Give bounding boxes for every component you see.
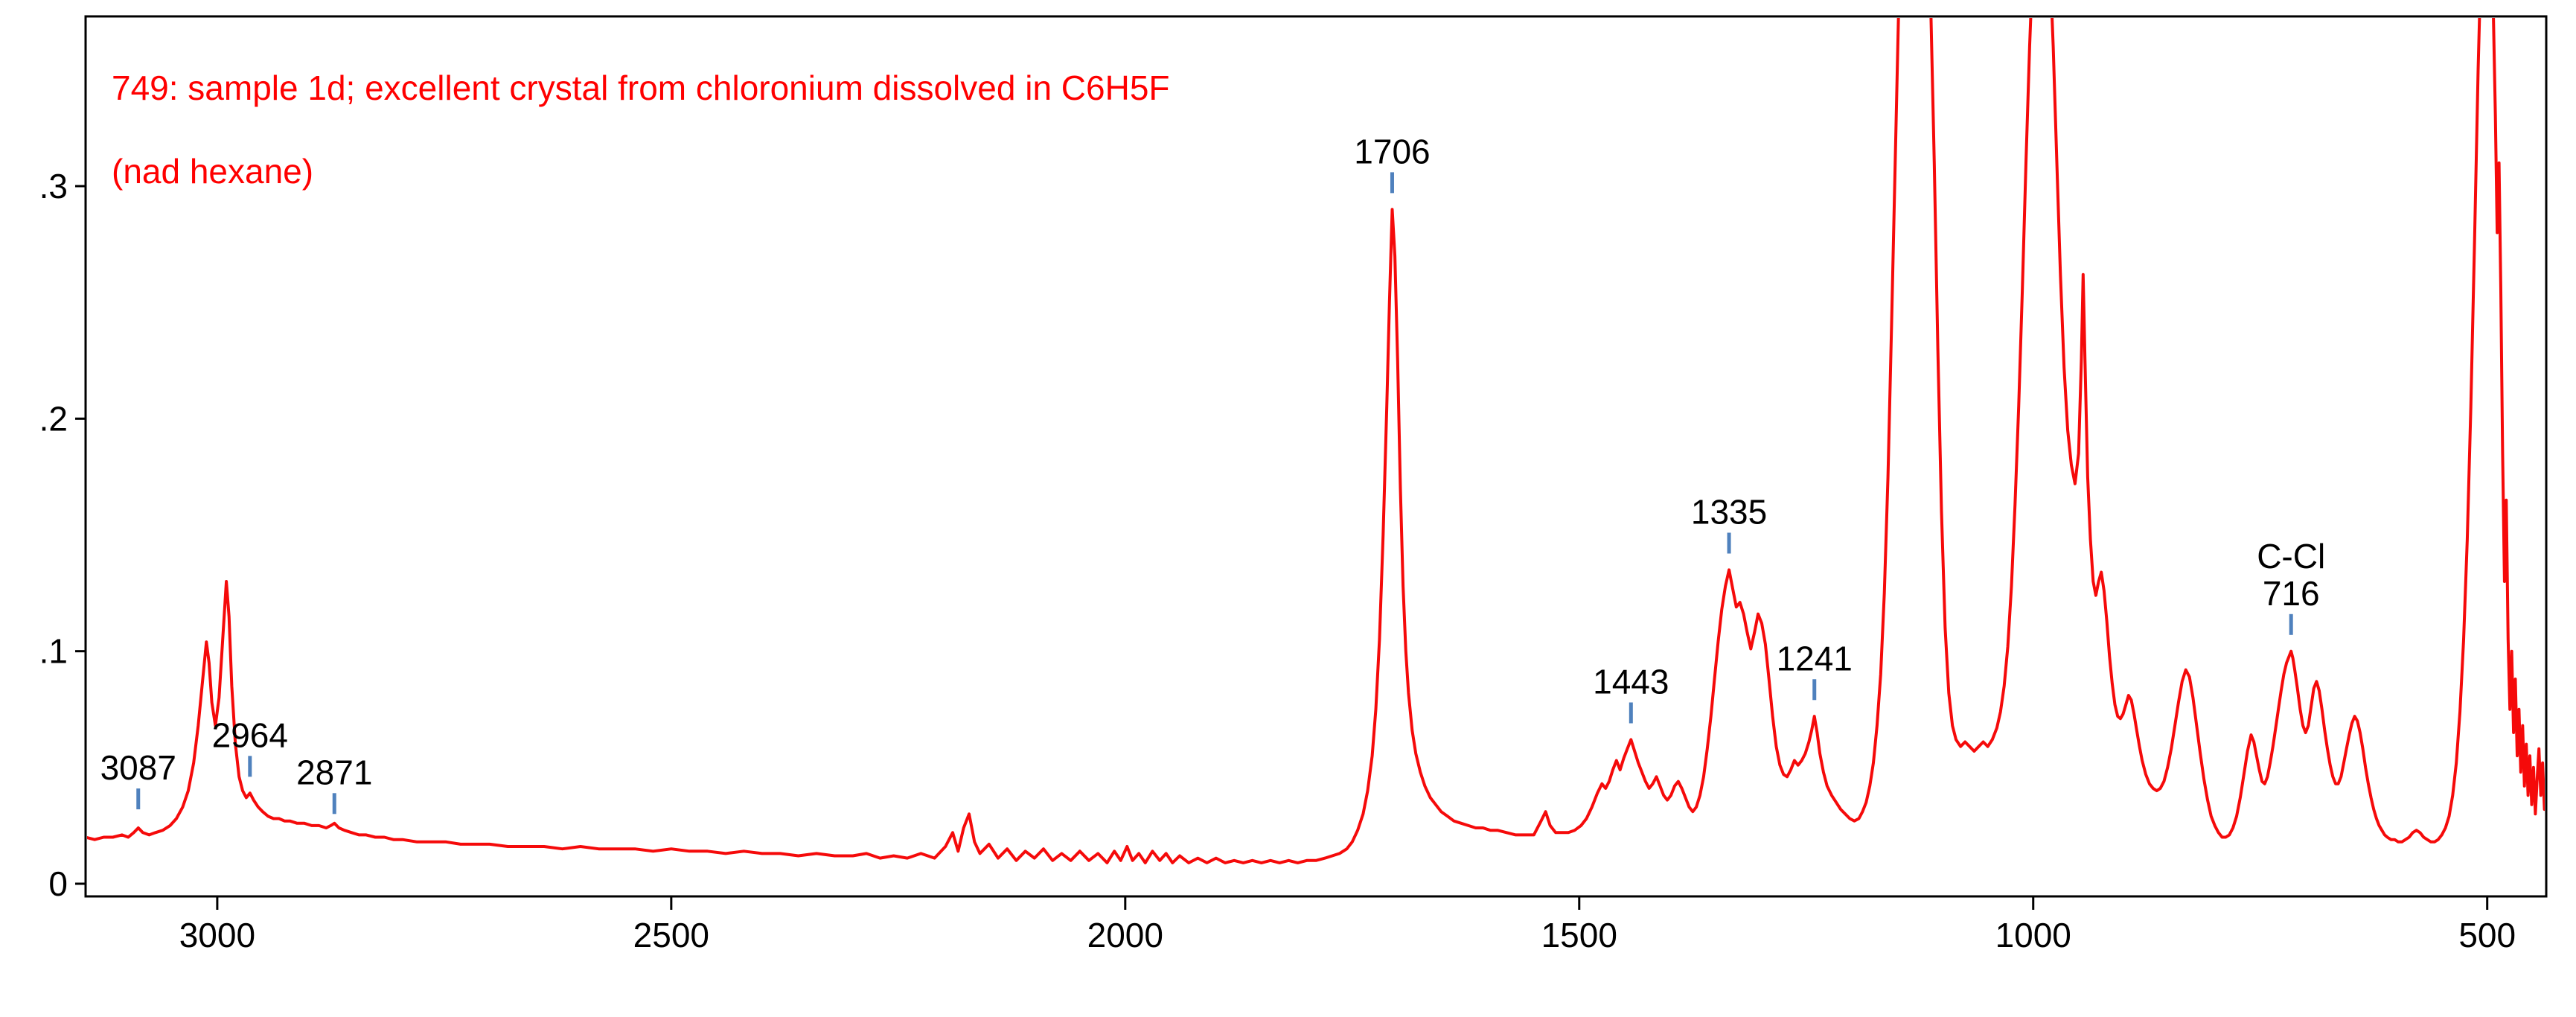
spectrum-trace xyxy=(87,18,2545,864)
y-axis-tick-label: .1 xyxy=(39,632,68,671)
peak-label: 2964 xyxy=(212,715,288,754)
plot-frame xyxy=(84,15,2548,898)
x-axis-tick-label: 3000 xyxy=(179,916,255,954)
x-axis-tick-label: 2500 xyxy=(633,916,709,954)
peak-label: 2871 xyxy=(296,753,372,791)
peak-label: 1335 xyxy=(1691,492,1767,531)
x-axis-tick-label: 2000 xyxy=(1087,916,1163,954)
y-axis-tick-label: 0 xyxy=(48,864,68,903)
peak-label: 1706 xyxy=(1354,132,1430,170)
peak-label: 716 xyxy=(2263,574,2320,613)
x-axis-tick-label: 1000 xyxy=(1995,916,2071,954)
spectrum-title: 749: sample 1d; excellent crystal from c… xyxy=(112,46,1170,213)
y-axis-tick-label: .2 xyxy=(39,399,68,438)
title-line-2: (nad hexane) xyxy=(112,152,314,191)
y-axis-tick-label: .3 xyxy=(39,167,68,205)
peak-label: 1241 xyxy=(1777,639,1853,678)
x-axis-tick-label: 1500 xyxy=(1541,916,1617,954)
peak-label: 3087 xyxy=(100,748,176,787)
peak-label: C-Cl xyxy=(2257,537,2325,576)
title-line-1: 749: sample 1d; excellent crystal from c… xyxy=(112,68,1170,107)
peak-label: 1443 xyxy=(1593,662,1669,701)
x-axis-tick-label: 500 xyxy=(2458,916,2516,954)
